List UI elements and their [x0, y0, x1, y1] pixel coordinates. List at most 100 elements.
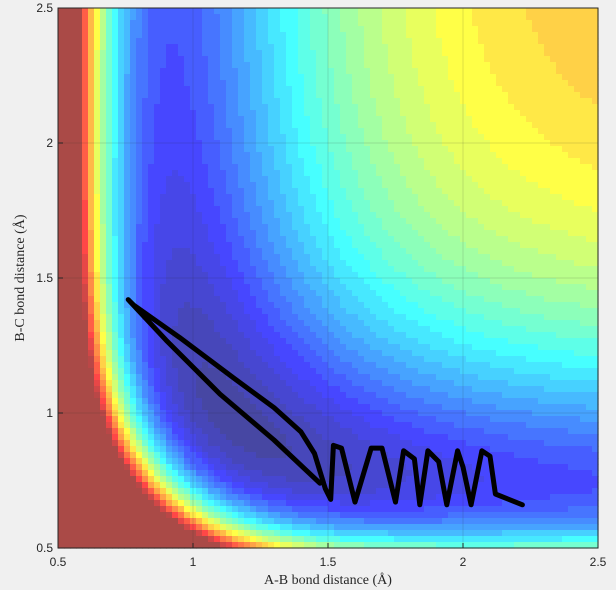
surface-cell	[370, 392, 377, 399]
surface-cell	[190, 158, 197, 165]
surface-cell	[268, 176, 275, 183]
surface-cell	[244, 128, 251, 135]
surface-cell	[328, 152, 335, 159]
surface-cell	[94, 392, 101, 399]
surface-cell	[358, 392, 365, 399]
surface-cell	[100, 470, 107, 477]
surface-cell	[388, 44, 395, 51]
surface-cell	[76, 392, 83, 399]
surface-cell	[130, 458, 137, 465]
surface-cell	[316, 62, 323, 69]
surface-cell	[316, 314, 323, 321]
surface-cell	[190, 512, 197, 519]
surface-cell	[208, 332, 215, 339]
surface-cell	[298, 140, 305, 147]
surface-cell	[262, 152, 269, 159]
surface-cell	[220, 182, 227, 189]
surface-cell	[76, 302, 83, 309]
surface-cell	[190, 116, 197, 123]
surface-cell	[256, 134, 263, 141]
surface-cell	[238, 308, 245, 315]
surface-cell	[94, 524, 101, 531]
surface-cell	[202, 536, 209, 543]
surface-cell	[226, 122, 233, 129]
surface-cell	[304, 530, 311, 537]
surface-cell	[232, 434, 239, 441]
surface-cell	[208, 98, 215, 105]
surface-cell	[292, 374, 299, 381]
surface-cell	[208, 110, 215, 117]
surface-cell	[286, 200, 293, 207]
surface-cell	[58, 344, 65, 351]
surface-cell	[226, 344, 233, 351]
surface-cell	[280, 284, 287, 291]
surface-cell	[226, 194, 233, 201]
surface-cell	[214, 458, 221, 465]
surface-cell	[100, 260, 107, 267]
surface-cell	[196, 470, 203, 477]
surface-cell	[142, 8, 149, 15]
surface-cell	[172, 242, 179, 249]
surface-cell	[94, 374, 101, 381]
surface-cell	[238, 128, 245, 135]
surface-cell	[124, 446, 131, 453]
surface-cell	[232, 476, 239, 483]
surface-cell	[280, 14, 287, 21]
surface-cell	[148, 326, 155, 333]
surface-cell	[136, 452, 143, 459]
surface-cell	[136, 518, 143, 525]
surface-cell	[340, 488, 347, 495]
surface-cell	[268, 242, 275, 249]
surface-cell	[154, 302, 161, 309]
surface-cell	[298, 104, 305, 111]
surface-cell	[358, 440, 365, 447]
surface-cell	[280, 398, 287, 405]
surface-cell	[208, 212, 215, 219]
surface-cell	[376, 134, 383, 141]
surface-cell	[154, 50, 161, 57]
surface-cell	[214, 224, 221, 231]
surface-cell	[220, 260, 227, 267]
surface-cell	[274, 68, 281, 75]
surface-cell	[376, 470, 383, 477]
surface-cell	[340, 476, 347, 483]
surface-cell	[244, 8, 251, 15]
surface-cell	[70, 182, 77, 189]
surface-cell	[136, 326, 143, 333]
surface-cell	[280, 278, 287, 285]
surface-cell	[94, 278, 101, 285]
surface-cell	[106, 416, 113, 423]
surface-cell	[100, 266, 107, 273]
surface-cell	[70, 86, 77, 93]
surface-cell	[70, 212, 77, 219]
surface-cell	[154, 530, 161, 537]
surface-cell	[202, 392, 209, 399]
surface-cell	[382, 26, 389, 33]
surface-cell	[178, 440, 185, 447]
surface-cell	[286, 44, 293, 51]
surface-cell	[298, 314, 305, 321]
surface-cell	[250, 482, 257, 489]
surface-cell	[316, 188, 323, 195]
surface-cell	[286, 446, 293, 453]
surface-cell	[280, 128, 287, 135]
surface-cell	[268, 32, 275, 39]
surface-cell	[124, 332, 131, 339]
surface-cell	[94, 122, 101, 129]
surface-cell	[214, 380, 221, 387]
surface-cell	[304, 422, 311, 429]
surface-cell	[184, 506, 191, 513]
surface-cell	[58, 368, 65, 375]
surface-cell	[316, 248, 323, 255]
surface-cell	[358, 14, 365, 21]
surface-cell	[376, 104, 383, 111]
surface-cell	[88, 236, 95, 243]
surface-cell	[340, 422, 347, 429]
surface-cell	[238, 194, 245, 201]
surface-cell	[226, 116, 233, 123]
surface-cell	[76, 362, 83, 369]
surface-cell	[178, 188, 185, 195]
surface-cell	[130, 104, 137, 111]
surface-cell	[232, 62, 239, 69]
surface-cell	[76, 248, 83, 255]
